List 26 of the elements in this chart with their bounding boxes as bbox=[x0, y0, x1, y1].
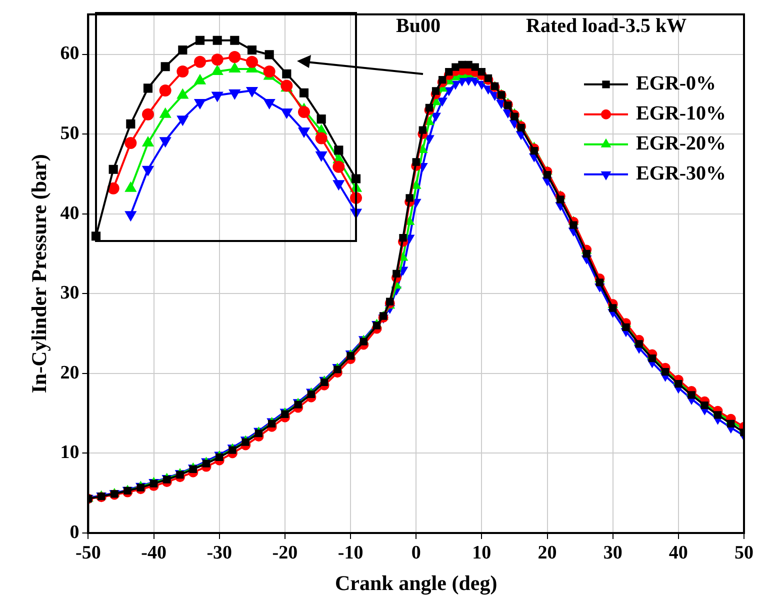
x-tick-label: -40 bbox=[141, 542, 166, 564]
y-tick-label: 10 bbox=[60, 442, 80, 464]
legend-label: EGR-30% bbox=[636, 162, 726, 185]
x-tick-label: -30 bbox=[206, 542, 232, 564]
y-tick-label: 0 bbox=[70, 522, 80, 543]
legend-label: EGR-10% bbox=[636, 102, 726, 125]
x-tick-label: -10 bbox=[338, 542, 364, 564]
legend-label: EGR-20% bbox=[636, 132, 726, 155]
annotation: Rated load-3.5 kW bbox=[526, 15, 687, 38]
x-tick-label: -50 bbox=[76, 542, 101, 564]
x-tick-label: 40 bbox=[668, 542, 688, 564]
y-tick-label: 60 bbox=[60, 43, 80, 64]
y-tick-label: 20 bbox=[60, 362, 80, 384]
x-tick-label: 20 bbox=[538, 542, 557, 564]
x-tick-label: -20 bbox=[272, 542, 298, 564]
x-tick-label: 30 bbox=[603, 542, 622, 564]
y-tick-label: 50 bbox=[60, 122, 80, 144]
x-tick-label: 10 bbox=[472, 542, 492, 564]
y-tick-label: 30 bbox=[60, 282, 80, 304]
x-axis-title: Crank angle (deg) bbox=[335, 570, 498, 595]
y-tick-label: 40 bbox=[60, 202, 80, 224]
x-tick-label: 50 bbox=[734, 542, 754, 564]
annotation: Bu00 bbox=[396, 15, 440, 38]
legend-label: EGR-0% bbox=[636, 72, 716, 95]
y-axis-title: In-Cylinder Pressure (bar) bbox=[27, 154, 52, 394]
x-tick-label: 0 bbox=[411, 542, 421, 564]
